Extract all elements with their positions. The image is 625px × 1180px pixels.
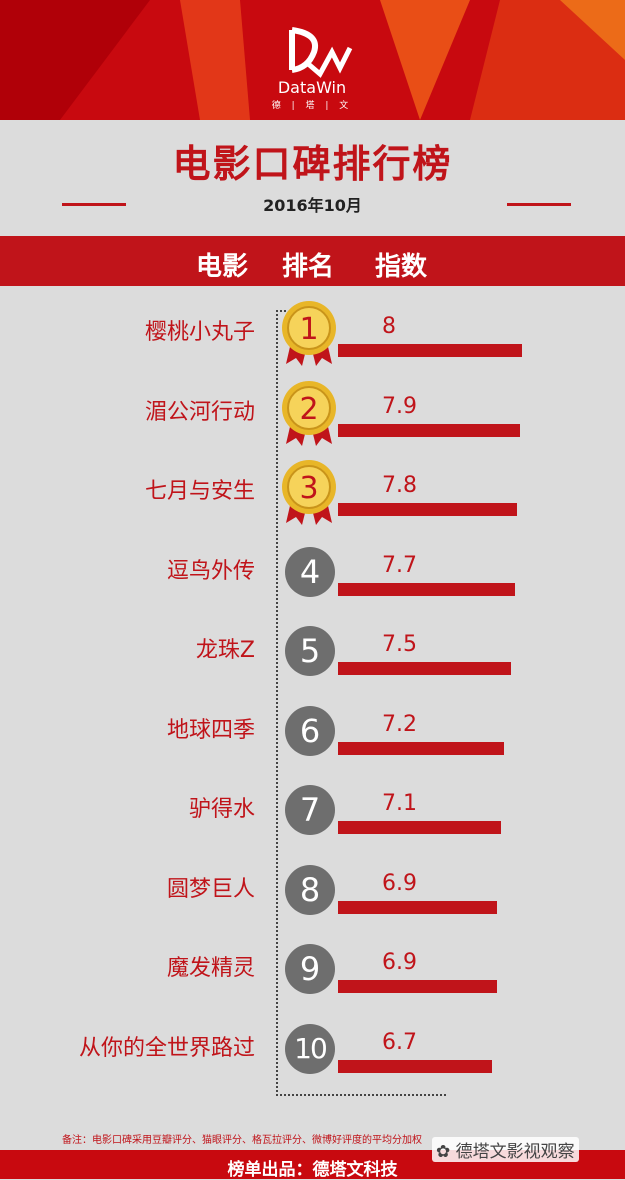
ranking-row: 七月与安生 3 7.8 (0, 460, 625, 547)
ranking-row: 地球四季 6 7.2 (0, 705, 625, 786)
footer-text: 榜单出品：德塔文科技 (227, 1160, 398, 1180)
score-bar (338, 741, 504, 755)
brand-name: DataWin (277, 78, 347, 97)
gold-medal-icon: 3 (282, 460, 336, 525)
movie-name: 魔发精灵 (166, 956, 255, 981)
movie-name: 樱桃小丸子 (144, 320, 255, 345)
gold-medal-icon: 1 (282, 301, 336, 366)
ranking-row: 湄公河行动 2 7.9 (0, 380, 625, 468)
rank-number: 2 (299, 392, 318, 427)
watermark: ✿ 德塔文影视观察 (432, 1137, 579, 1162)
col-movie: 电影 (196, 252, 249, 282)
rank-number: 3 (299, 471, 318, 506)
rank-badge: 7 (285, 785, 335, 835)
score-bar (338, 423, 520, 437)
brand-sub: 德 | 塔 | 文 (271, 101, 353, 111)
ranking-row: 龙珠Z 5 7.5 (0, 626, 625, 706)
score-label: 8 (382, 314, 396, 339)
header-banner: DataWin 德 | 塔 | 文 (0, 0, 625, 120)
score-bar (338, 344, 522, 357)
score-label: 7.9 (382, 393, 417, 419)
movie-name: 湄公河行动 (144, 399, 255, 425)
score-bar (338, 1059, 493, 1073)
header-decoration (0, 0, 625, 120)
date-label: 2016年10月 (263, 196, 362, 215)
footnote: 备注：电影口碑采用豆瓣评分、猫眼评分、格瓦拉评分、微博好评度的平均分加权 (62, 1135, 422, 1146)
movie-name: 七月与安生 (144, 479, 255, 504)
rank-number: 1 (299, 312, 318, 347)
movie-name: 圆梦巨人 (166, 876, 255, 902)
score-label: 7.8 (382, 473, 417, 498)
ranking-row: 驴得水 7 7.1 (0, 785, 625, 865)
gold-medal-icon: 2 (282, 380, 336, 446)
watermark-text: 德塔文影视观察 (455, 1142, 575, 1162)
score-label: 6.7 (382, 1029, 417, 1055)
score-label: 6.9 (382, 870, 417, 896)
date-divider-right (507, 203, 571, 206)
date-row: 2016年10月 (0, 192, 625, 216)
score-bar (338, 582, 516, 596)
col-score: 指数 (375, 252, 428, 282)
ranking-row: 魔发精灵 9 6.9 (0, 944, 625, 1024)
score-bar (338, 980, 497, 993)
datawin-logo (289, 27, 353, 78)
ranking-row: 樱桃小丸子 1 8 (0, 301, 625, 388)
rank-badge: 6 (285, 705, 335, 756)
ranking-row: 逗鸟外传 4 7.7 (0, 546, 625, 627)
score-label: 6.9 (382, 950, 417, 975)
ranking-row: 从你的全世界路过 10 6.7 (0, 1023, 625, 1104)
ranking-row: 圆梦巨人 8 6.9 (0, 864, 625, 945)
wechat-icon: ✿ (436, 1142, 456, 1162)
date-divider-left (62, 203, 126, 206)
movie-name: 从你的全世界路过 (78, 1035, 255, 1061)
page-title: 电影口碑排行榜 (172, 142, 453, 186)
movie-name: 地球四季 (166, 717, 255, 743)
col-rank: 排名 (282, 252, 335, 282)
rank-badge: 5 (285, 626, 335, 676)
score-bar (338, 503, 518, 516)
score-label: 7.2 (382, 711, 417, 737)
ranking-frame-top (276, 310, 286, 312)
rank-badge: 9 (285, 944, 335, 994)
rank-badge: 10 (285, 1023, 335, 1074)
ranking-frame (276, 310, 446, 1096)
score-bar (338, 821, 502, 834)
rank-badge: 8 (285, 864, 335, 915)
score-bar (338, 900, 497, 914)
score-label: 7.7 (382, 552, 417, 578)
score-label: 7.5 (382, 632, 417, 657)
movie-name: 龙珠Z (195, 638, 255, 663)
rank-badge: 4 (285, 546, 335, 597)
movie-name: 逗鸟外传 (166, 558, 255, 584)
score-label: 7.1 (382, 791, 417, 816)
movie-name: 驴得水 (188, 797, 255, 822)
column-header-bar: 电影 排名 指数 (0, 236, 625, 286)
score-bar (338, 662, 511, 675)
